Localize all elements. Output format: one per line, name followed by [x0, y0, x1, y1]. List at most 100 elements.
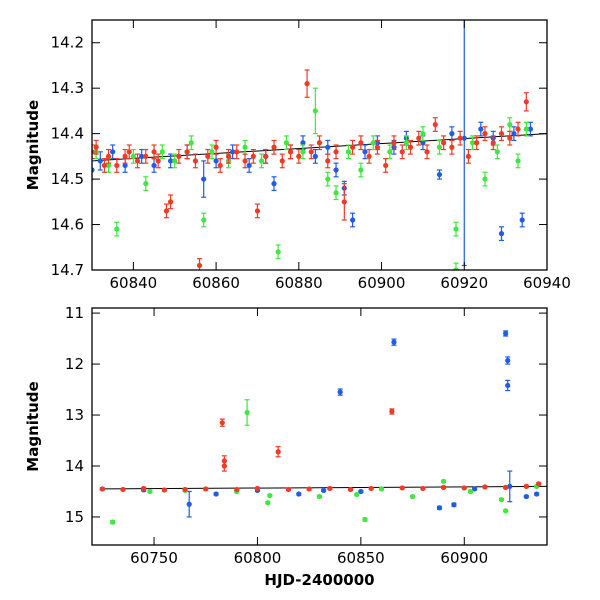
point-marker	[505, 357, 511, 364]
x-tick-label: 60880	[275, 274, 323, 292]
point-marker	[345, 149, 352, 155]
data-point	[188, 135, 194, 151]
point-marker	[287, 149, 294, 155]
y-tick-label: 15	[65, 508, 84, 526]
point-marker	[105, 162, 112, 169]
point-marker	[457, 135, 463, 141]
data-point	[465, 148, 472, 164]
point-marker	[349, 144, 356, 150]
point-marker	[306, 486, 312, 492]
data-point	[515, 121, 521, 137]
point-marker	[184, 149, 190, 155]
series-blue	[92, 20, 534, 267]
data-point	[279, 153, 285, 169]
point-marker	[101, 162, 108, 169]
data-point	[498, 497, 505, 503]
y-tick-label: 11	[65, 304, 84, 322]
data-point	[349, 212, 356, 228]
point-marker	[217, 162, 223, 169]
data-point	[209, 144, 215, 160]
point-marker	[387, 149, 393, 155]
data-point	[159, 144, 165, 160]
data-point	[234, 144, 240, 160]
data-point	[515, 153, 521, 169]
data-point	[244, 399, 250, 426]
point-marker	[122, 153, 128, 159]
data-point	[482, 171, 488, 187]
point-marker	[409, 493, 416, 500]
data-point	[172, 153, 178, 169]
point-marker	[503, 508, 509, 514]
point-marker	[296, 153, 302, 159]
y-tick-label: 12	[65, 355, 84, 373]
point-marker	[424, 149, 430, 155]
data-point	[321, 487, 327, 494]
data-point	[275, 446, 281, 458]
data-point	[461, 485, 467, 491]
data-point	[151, 144, 157, 160]
x-tick-label: 60920	[440, 274, 488, 292]
point-marker	[213, 491, 219, 497]
data-point	[316, 493, 323, 500]
data-point	[534, 491, 540, 497]
point-marker	[316, 140, 323, 146]
data-point	[325, 171, 331, 187]
point-marker	[120, 486, 126, 493]
data-point	[283, 135, 290, 151]
data-point	[217, 158, 223, 173]
data-point	[440, 484, 447, 491]
point-marker	[374, 144, 381, 150]
point-marker	[354, 491, 360, 498]
data-point	[416, 130, 422, 146]
point-marker	[219, 420, 225, 426]
y-axis-label: Magnitude	[24, 100, 42, 190]
point-marker	[399, 485, 405, 491]
point-marker	[362, 149, 368, 155]
point-marker	[114, 162, 120, 169]
data-point	[498, 226, 505, 242]
point-marker	[503, 330, 509, 337]
data-point	[134, 153, 141, 169]
data-point	[203, 486, 209, 492]
data-point	[345, 144, 352, 160]
point-marker	[196, 262, 203, 269]
data-point	[306, 486, 312, 492]
data-point	[498, 126, 505, 142]
data-point	[482, 484, 488, 490]
y-tick-label: 14.6	[51, 216, 84, 234]
data-point	[505, 356, 511, 365]
data-point	[312, 148, 318, 164]
data-point	[114, 158, 120, 173]
point-marker	[172, 158, 178, 164]
y-tick-label: 14.4	[51, 125, 84, 143]
point-marker	[451, 502, 457, 508]
data-point	[453, 221, 459, 237]
point-marker	[242, 144, 248, 150]
data-point	[333, 185, 339, 201]
point-marker	[515, 158, 521, 164]
series-green	[93, 87, 529, 270]
point-marker	[300, 140, 306, 146]
y-tick-label: 14	[65, 457, 84, 475]
point-marker	[478, 126, 484, 132]
x-tick-label: 60900	[440, 549, 488, 567]
point-marker	[250, 153, 256, 159]
point-marker	[296, 491, 302, 497]
point-marker	[279, 158, 285, 164]
data-point	[409, 493, 416, 500]
point-marker	[110, 149, 116, 155]
data-point	[337, 388, 343, 396]
point-marker	[465, 153, 472, 159]
point-marker	[461, 485, 467, 491]
point-marker	[523, 493, 529, 500]
data-point	[451, 502, 457, 508]
point-marker	[472, 486, 478, 492]
x-axis-label: HJD-2400000	[264, 571, 374, 589]
point-marker	[209, 149, 215, 155]
data-point	[221, 460, 227, 472]
y-tick-label: 14.3	[51, 79, 84, 97]
data-point	[403, 135, 409, 151]
data-point	[467, 488, 474, 495]
data-point	[201, 160, 207, 198]
point-marker	[515, 126, 521, 132]
